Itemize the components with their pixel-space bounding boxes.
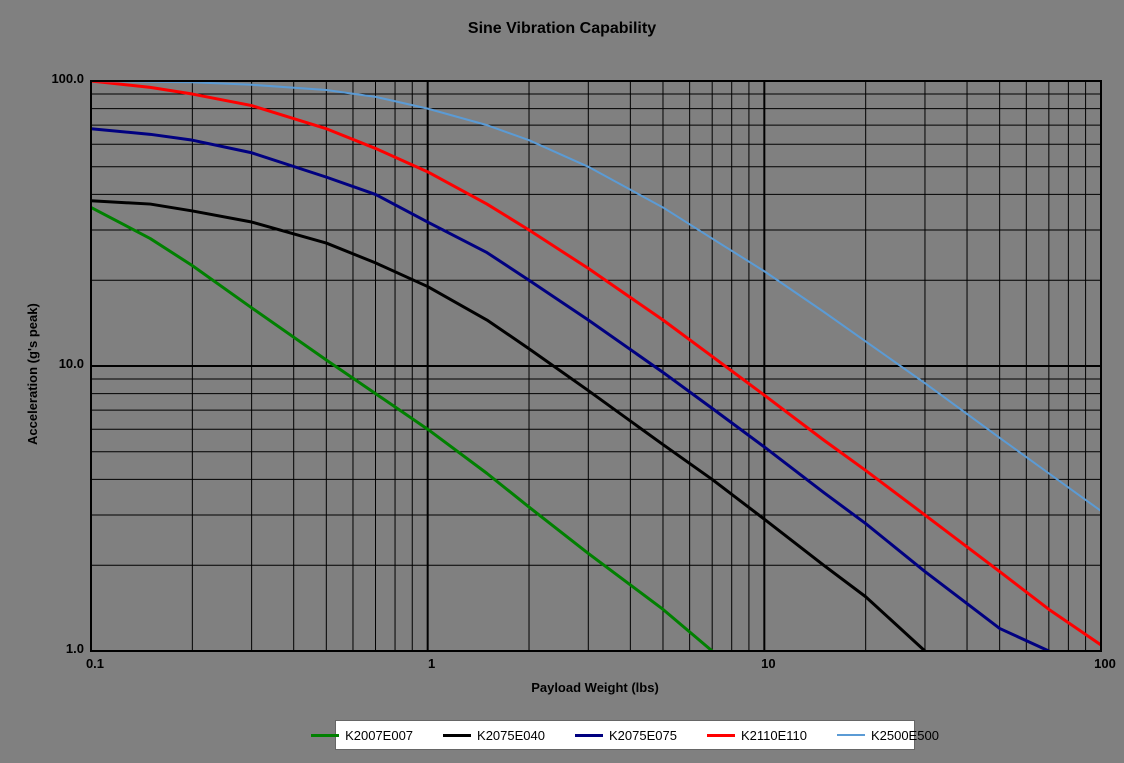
legend-label: K2075E075 [609, 728, 677, 743]
legend-item: K2007E007 [311, 728, 413, 743]
legend-label: K2110E110 [741, 728, 807, 743]
legend-label: K2075E040 [477, 728, 545, 743]
legend-label: K2500E500 [871, 728, 939, 743]
chart-container: Sine Vibration Capability Acceleration (… [0, 0, 1124, 763]
y-tick-label: 1.0 [40, 641, 84, 656]
legend-label: K2007E007 [345, 728, 413, 743]
y-tick-label: 100.0 [40, 71, 84, 86]
x-axis-label: Payload Weight (lbs) [90, 680, 1100, 695]
legend-item: K2075E075 [575, 728, 677, 743]
legend-item: K2500E500 [837, 728, 939, 743]
legend-swatch [311, 734, 339, 737]
plot-area [90, 80, 1102, 652]
plot-svg [91, 81, 1101, 651]
x-tick-label: 1 [412, 656, 452, 671]
y-axis-label: Acceleration (g's peak) [25, 303, 40, 445]
x-tick-label: 0.1 [75, 656, 115, 671]
legend-swatch [837, 734, 865, 736]
legend: K2007E007K2075E040K2075E075K2110E110K250… [335, 720, 915, 750]
legend-item: K2110E110 [707, 728, 807, 743]
legend-swatch [575, 734, 603, 737]
legend-item: K2075E040 [443, 728, 545, 743]
legend-swatch [707, 734, 735, 737]
legend-swatch [443, 734, 471, 737]
chart-title: Sine Vibration Capability [0, 20, 1124, 38]
x-tick-label: 100 [1085, 656, 1124, 671]
x-tick-label: 10 [748, 656, 788, 671]
y-tick-label: 10.0 [40, 356, 84, 371]
